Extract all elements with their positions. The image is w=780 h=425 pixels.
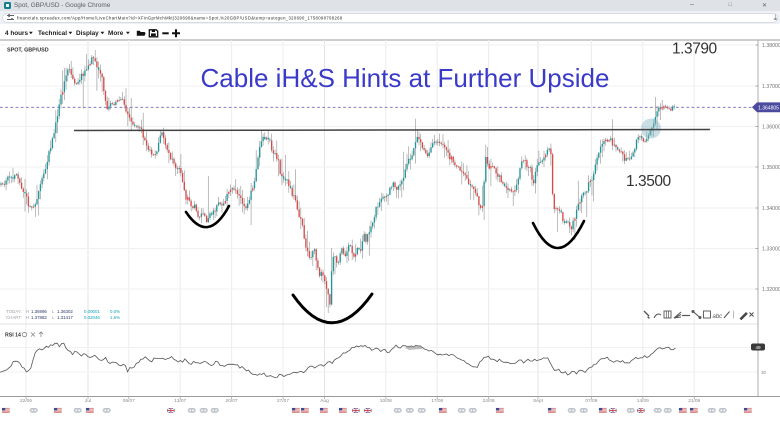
svg-text:27/07: 27/07 [277, 398, 289, 404]
svg-text:H: H [26, 315, 29, 320]
svg-text:17/08: 17/08 [431, 398, 443, 404]
svg-text:H: H [26, 309, 29, 314]
svg-text:1.38000: 1.38000 [762, 43, 780, 49]
svg-text:abc: abc [713, 314, 723, 320]
svg-text:Technical: Technical [38, 30, 67, 37]
svg-text:13/07: 13/07 [174, 398, 186, 404]
svg-text:1.37882: 1.37882 [31, 315, 47, 320]
svg-text:More: More [108, 30, 124, 37]
svg-text:Cable iH&S Hints at Further Up: Cable iH&S Hints at Further Upside [201, 63, 610, 93]
svg-text:1.34000: 1.34000 [762, 206, 780, 212]
svg-text:CHART:: CHART: [6, 315, 22, 320]
svg-text:06/07: 06/07 [123, 398, 135, 404]
svg-text:1.36996: 1.36996 [31, 309, 47, 314]
svg-text:Aug: Aug [320, 398, 329, 404]
svg-text:1.6%: 1.6% [110, 315, 120, 320]
svg-text:Display: Display [76, 30, 99, 37]
svg-text:L: L [52, 315, 55, 320]
svg-text:1.3500: 1.3500 [626, 173, 672, 190]
svg-text:L: L [52, 309, 55, 314]
svg-text:TODAY:: TODAY: [6, 309, 22, 314]
svg-text:4 hours: 4 hours [5, 30, 29, 37]
svg-text:21/09: 21/09 [688, 398, 700, 404]
svg-text:30: 30 [761, 370, 767, 375]
svg-text:24/08: 24/08 [483, 398, 495, 404]
svg-text:0.0%: 0.0% [110, 309, 120, 314]
svg-text:1.31417: 1.31417 [57, 315, 73, 320]
svg-text:0.00001: 0.00001 [84, 309, 100, 314]
svg-text:1.364805: 1.364805 [758, 105, 779, 111]
svg-text:Jul: Jul [85, 398, 91, 404]
svg-text:1.37000: 1.37000 [762, 84, 780, 90]
svg-text:10/08: 10/08 [380, 398, 392, 404]
svg-text:49: 49 [755, 345, 761, 350]
svg-text:20/07: 20/07 [226, 398, 238, 404]
svg-text:1.35000: 1.35000 [762, 165, 780, 171]
svg-text:Sept: Sept [533, 398, 544, 404]
svg-text:1.36302: 1.36302 [57, 309, 73, 314]
svg-text:SPOT, GBP/USD: SPOT, GBP/USD [7, 48, 49, 54]
svg-text:0.02046: 0.02046 [84, 315, 100, 320]
svg-text:1.36000: 1.36000 [762, 124, 780, 130]
svg-text:07/09: 07/09 [585, 398, 597, 404]
svg-text:RSI 14: RSI 14 [5, 333, 21, 339]
svg-text:1.3790: 1.3790 [672, 41, 718, 58]
svg-text:1.33000: 1.33000 [762, 246, 780, 252]
svg-text:1.32000: 1.32000 [762, 287, 780, 293]
svg-text:22/06: 22/06 [20, 398, 32, 404]
svg-text:14/09: 14/09 [637, 398, 649, 404]
